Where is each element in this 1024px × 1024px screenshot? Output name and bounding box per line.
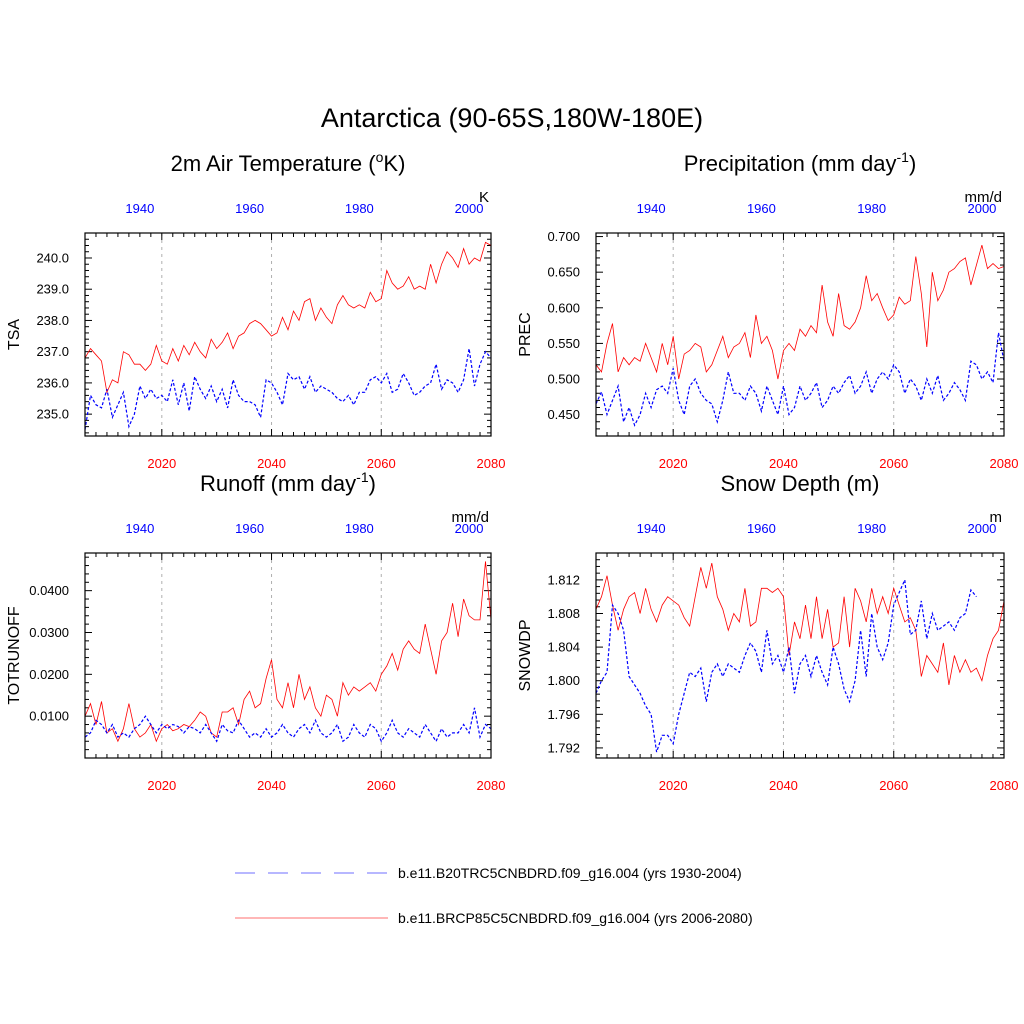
panel-title-superscript: -1 bbox=[356, 469, 369, 485]
y-tick-label: 239.0 bbox=[36, 282, 69, 297]
series-future-line bbox=[596, 563, 1004, 685]
y-tick-label: 0.0300 bbox=[29, 625, 69, 640]
y-axis-label: SNOWDP bbox=[517, 620, 534, 692]
y-tick-label: 238.0 bbox=[36, 313, 69, 328]
panel-title: Snow Depth (m) bbox=[721, 471, 880, 496]
y-tick-label: 1.808 bbox=[547, 606, 580, 621]
x-tick-label-bottom: 2020 bbox=[659, 456, 688, 471]
panel-title-superscript: -1 bbox=[896, 149, 909, 165]
x-tick-label-top: 2000 bbox=[455, 521, 484, 536]
plot-frame bbox=[84, 552, 492, 759]
x-tick-label-top: 2000 bbox=[967, 521, 996, 536]
x-tick-label-top: 1960 bbox=[235, 521, 264, 536]
y-tick-label: 0.700 bbox=[547, 229, 580, 244]
series-historical-line bbox=[85, 707, 491, 743]
y-tick-label: 0.650 bbox=[547, 265, 580, 280]
panel-title: Runoff (mm day-1) bbox=[200, 469, 376, 496]
series-historical-line bbox=[85, 348, 491, 430]
y-tick-label: 1.800 bbox=[547, 673, 580, 688]
x-tick-label-bottom: 2060 bbox=[879, 778, 908, 793]
x-tick-label-top: 1940 bbox=[637, 521, 666, 536]
units-label: m bbox=[990, 509, 1003, 526]
units-label: mm/d bbox=[452, 509, 490, 526]
panel-title: Precipitation (mm day-1) bbox=[684, 149, 917, 176]
x-tick-label-bottom: 2060 bbox=[367, 778, 396, 793]
panel-snow-depth: Snow Depth (m) m SNOWDP 2020 2040 2060 2080 194… bbox=[517, 471, 1019, 793]
y-tick-label: 0.0100 bbox=[29, 709, 69, 724]
x-tick-label-top: 1940 bbox=[637, 201, 666, 216]
panel-title-main: Precipitation (mm day bbox=[684, 151, 897, 176]
x-tick-label-top: 1980 bbox=[345, 201, 374, 216]
x-tick-label-bottom: 2040 bbox=[257, 778, 286, 793]
series-future-line bbox=[85, 241, 491, 394]
y-tick-label: 0.600 bbox=[547, 300, 580, 315]
panel-title-main: Runoff (mm day bbox=[200, 471, 356, 496]
x-tick-label-bottom: 2040 bbox=[769, 456, 798, 471]
x-tick-label-bottom: 2080 bbox=[990, 778, 1019, 793]
y-tick-label: 1.804 bbox=[547, 640, 580, 655]
y-tick-label: 1.792 bbox=[547, 740, 580, 755]
y-tick-label: 240.0 bbox=[36, 250, 69, 265]
legend-future-label: b.e11.BRCP85C5CNBDRD.f09_g16.004 (yrs 20… bbox=[398, 910, 753, 926]
y-axis-label: PREC bbox=[517, 312, 534, 356]
x-tick-label-top: 2000 bbox=[455, 201, 484, 216]
x-tick-label-bottom: 2080 bbox=[990, 456, 1019, 471]
x-tick-label-top: 1980 bbox=[857, 201, 886, 216]
panel-title-end: K) bbox=[383, 151, 405, 176]
panel-precipitation: Precipitation (mm day-1) mm/d PREC 2020 2040… bbox=[517, 149, 1018, 471]
series-historical-line bbox=[596, 332, 1004, 427]
x-tick-label-top: 2000 bbox=[967, 201, 996, 216]
y-tick-label: 0.550 bbox=[547, 336, 580, 351]
x-tick-label-top: 1980 bbox=[857, 521, 886, 536]
figure-title: Antarctica (90-65S,180W-180E) bbox=[321, 103, 703, 133]
panel-runoff: Runoff (mm day-1) mm/d TOTRUNOFF 2020 2040 20… bbox=[6, 469, 505, 793]
series-future-line bbox=[85, 561, 491, 743]
y-tick-label: 0.0200 bbox=[29, 667, 69, 682]
plot-frame bbox=[595, 232, 1005, 437]
x-tick-label-bottom: 2020 bbox=[147, 778, 176, 793]
panel-title-superscript: o bbox=[376, 149, 384, 165]
x-tick-label-bottom: 2080 bbox=[477, 778, 506, 793]
x-tick-label-top: 1980 bbox=[345, 521, 374, 536]
panel-title-end: ) bbox=[369, 471, 376, 496]
legend: b.e11.B20TRC5CNBDRD.f09_g16.004 (yrs 193… bbox=[235, 865, 753, 926]
panel-title-end: ) bbox=[909, 151, 916, 176]
x-tick-label-top: 1940 bbox=[125, 201, 154, 216]
series-future-line bbox=[596, 244, 1004, 380]
y-tick-label: 236.0 bbox=[36, 375, 69, 390]
y-tick-label: 1.796 bbox=[547, 707, 580, 722]
y-tick-label: 0.500 bbox=[547, 372, 580, 387]
panel-air-temperature: 2m Air Temperature (oK) K TSA 2020 2040 2060 2… bbox=[6, 149, 505, 471]
x-tick-label-bottom: 2040 bbox=[769, 778, 798, 793]
units-label: mm/d bbox=[965, 189, 1003, 206]
series-historical-line bbox=[596, 577, 977, 753]
y-tick-label: 1.812 bbox=[547, 572, 580, 587]
y-axis-label: TSA bbox=[6, 319, 23, 350]
x-tick-label-top: 1960 bbox=[235, 201, 264, 216]
y-axis-label: TOTRUNOFF bbox=[6, 606, 23, 705]
x-tick-label-bottom: 2020 bbox=[659, 778, 688, 793]
x-tick-label-bottom: 2020 bbox=[147, 456, 176, 471]
panel-title: 2m Air Temperature (oK) bbox=[171, 149, 406, 176]
x-tick-label-bottom: 2040 bbox=[257, 456, 286, 471]
y-tick-label: 0.0400 bbox=[29, 583, 69, 598]
x-tick-label-top: 1960 bbox=[747, 201, 776, 216]
y-tick-label: 0.450 bbox=[547, 407, 580, 422]
x-tick-label-bottom: 2060 bbox=[367, 456, 396, 471]
x-tick-label-bottom: 2080 bbox=[477, 456, 506, 471]
y-tick-label: 237.0 bbox=[36, 344, 69, 359]
y-tick-label: 235.0 bbox=[36, 407, 69, 422]
panel-title-main: Snow Depth (m) bbox=[721, 471, 880, 496]
x-tick-label-top: 1960 bbox=[747, 521, 776, 536]
units-label: K bbox=[479, 189, 489, 206]
x-tick-label-top: 1940 bbox=[125, 521, 154, 536]
panel-title-main: 2m Air Temperature ( bbox=[171, 151, 377, 176]
plot-frame bbox=[595, 552, 1005, 759]
x-tick-label-bottom: 2060 bbox=[879, 456, 908, 471]
plot-frame bbox=[84, 232, 492, 437]
legend-historical-label: b.e11.B20TRC5CNBDRD.f09_g16.004 (yrs 193… bbox=[398, 865, 742, 881]
